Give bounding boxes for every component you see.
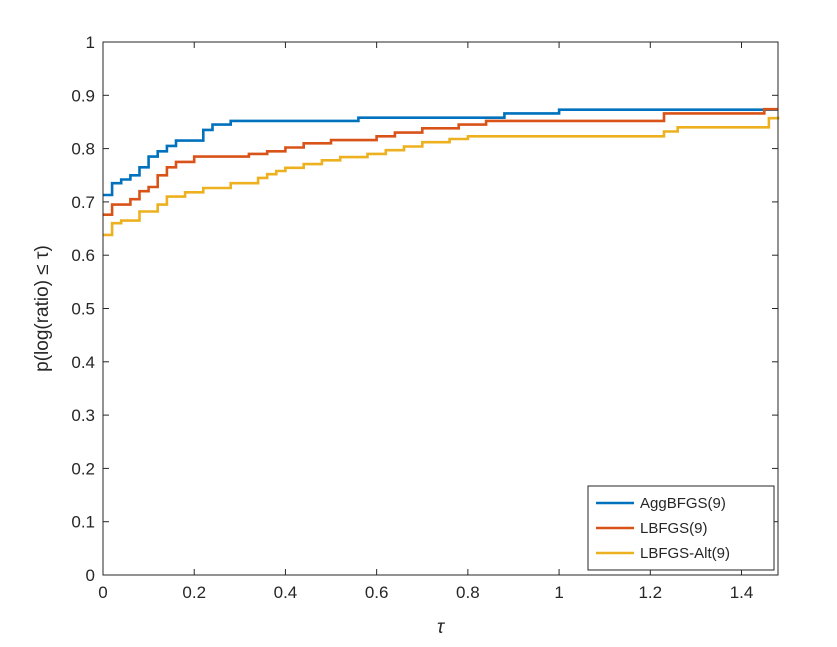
y-tick-label: 0.7 [71,193,95,212]
legend: AggBFGS(9) LBFGS(9) LBFGS-Alt(9) [587,485,775,571]
x-tick-label: 0.4 [274,583,298,602]
y-tick-label: 0.1 [71,513,95,532]
x-axis-label: τ [437,617,446,638]
legend-label: LBFGS(9) [640,520,708,537]
y-tick-label: 0.5 [71,300,95,319]
x-tick-label: 0 [98,583,107,602]
series-layer [103,107,780,237]
y-tick-label: 0 [86,566,95,585]
legend-label: LBFGS-Alt(9) [640,545,730,562]
series-line-1 [103,108,778,197]
x-axis: 0 0.2 0.4 0.6 0.8 1 1.2 1.4 [98,42,753,602]
x-tick-label: 0.2 [182,583,206,602]
x-tick-label: 1 [554,583,563,602]
y-tick-label: 0.2 [71,459,95,478]
y-axis-label: p(log(ratio) ≤ τ) [32,245,53,372]
x-tick-label: 0.8 [456,583,480,602]
y-tick-label: 0.3 [71,406,95,425]
y-axis: 0 0.1 0.2 0.3 0.4 0.5 0.6 0.7 0.8 0.9 1 [71,33,778,585]
legend-label: AggBFGS(9) [640,495,726,512]
y-tick-label: 1 [86,33,95,52]
y-tick-label: 0.9 [71,86,95,105]
x-tick-label: 0.6 [365,583,389,602]
series-line-2 [103,107,778,216]
y-tick-label: 0.8 [71,140,95,159]
y-tick-label: 0.4 [71,353,95,372]
y-tick-label: 0.6 [71,246,95,265]
series-line-3 [103,116,780,237]
x-tick-label: 1.4 [730,583,754,602]
x-tick-label: 1.2 [638,583,662,602]
